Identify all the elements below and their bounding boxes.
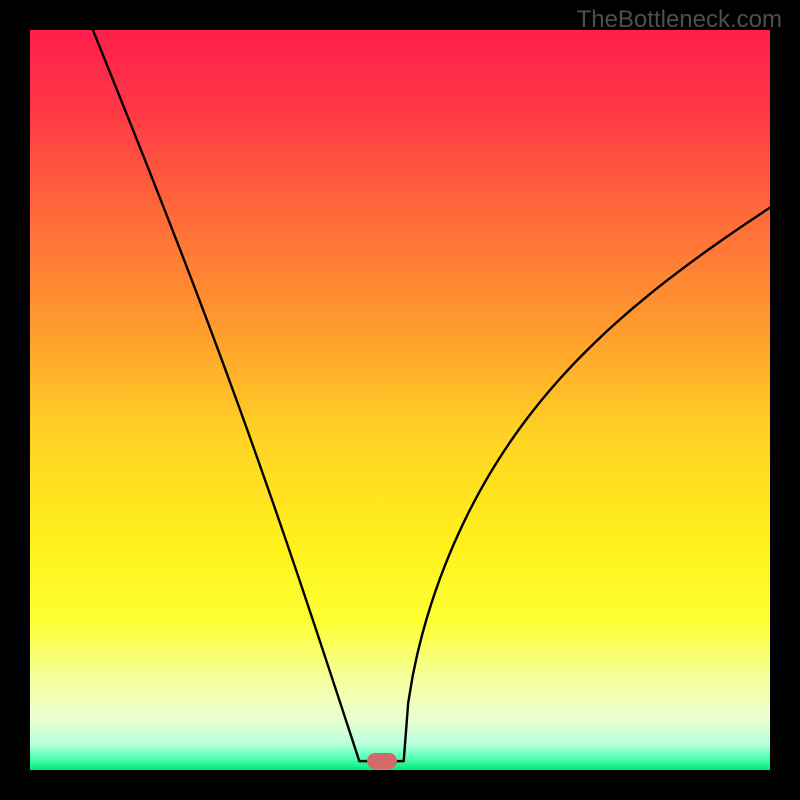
plot-svg [30, 30, 770, 770]
gradient-background [30, 30, 770, 770]
chart-stage: TheBottleneck.com [0, 0, 800, 800]
plot-area [30, 30, 770, 770]
watermark-text: TheBottleneck.com [577, 6, 782, 34]
minimum-marker [367, 753, 397, 769]
